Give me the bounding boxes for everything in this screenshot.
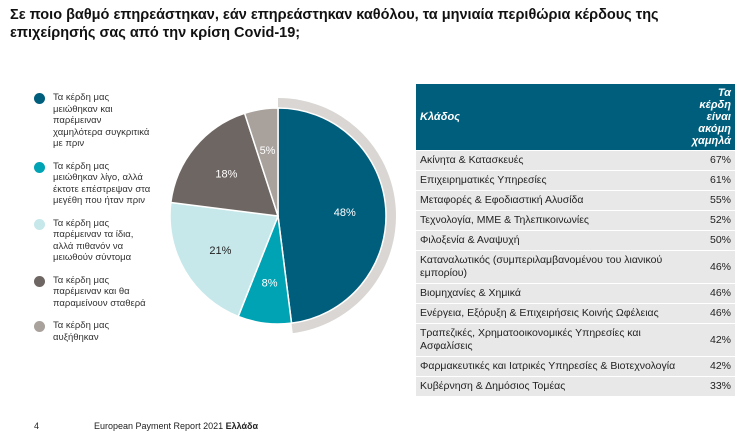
sector-name: Τραπεζικές, Χρηματοοικονομικές Υπηρεσίες… bbox=[416, 323, 687, 357]
legend-item: Τα κέρδη μας μειώθηκαν λίγο, αλλά έκτοτε… bbox=[34, 161, 154, 207]
legend-label: Τα κέρδη μας μειώθηκαν λίγο, αλλά έκτοτε… bbox=[53, 160, 151, 207]
sector-value: 50% bbox=[687, 230, 735, 251]
sector-name: Επιχειρηματικές Υπηρεσίες bbox=[416, 170, 687, 191]
pie-slice-label: 21% bbox=[209, 245, 231, 257]
table-row: Μεταφορές & Εφοδιαστική Αλυσίδα 55% bbox=[416, 190, 735, 211]
sector-name: Φαρμακευτικές και Ιατρικές Υπηρεσίες & Β… bbox=[416, 356, 687, 377]
legend-swatch bbox=[34, 161, 45, 173]
question-title: Σε ποιο βαθμό επηρεάστηκαν, εάν επηρεάστ… bbox=[10, 7, 659, 41]
legend-swatch bbox=[34, 275, 45, 287]
pie-slice bbox=[277, 107, 387, 324]
pie-slice-label: 48% bbox=[334, 207, 356, 219]
sector-value: 46% bbox=[687, 250, 735, 284]
sector-name: Φιλοξενία & Αναψυχή bbox=[416, 230, 687, 251]
legend-swatch bbox=[34, 218, 45, 230]
table-row: Κυβέρνηση & Δημόσιος Τομέας 33% bbox=[416, 376, 735, 396]
page-footer: 4 European Payment Report 2021 Ελλάδα bbox=[34, 421, 258, 431]
sector-name: Καταναλωτικός (συμπεριλαμβανομένου του λ… bbox=[416, 250, 687, 284]
sector-value: 46% bbox=[687, 283, 735, 304]
table-row: Καταναλωτικός (συμπεριλαμβανομένου του λ… bbox=[416, 250, 735, 284]
table-header-sector: Κλάδος bbox=[416, 84, 687, 151]
legend-swatch bbox=[34, 93, 45, 104]
pie-chart: 48% 8% 21% 18% 5% bbox=[160, 88, 400, 343]
sector-value: 67% bbox=[687, 150, 735, 171]
sector-name: Βιομηχανίες & Χημικά bbox=[416, 283, 687, 304]
table-row: Φιλοξενία & Αναψυχή 50% bbox=[416, 230, 735, 251]
table-row: Τεχνολογία, ΜΜΕ & Τηλεπικοινωνίες 52% bbox=[416, 210, 735, 231]
sector-value: 46% bbox=[687, 303, 735, 324]
report-country: Ελλάδα bbox=[225, 421, 259, 431]
legend-item: Τα κέρδη μας παρέμειναν και θα παραμείνο… bbox=[34, 275, 154, 310]
legend-label: Τα κέρδη μας αυξήθηκαν bbox=[53, 320, 110, 343]
table-row: Ενέργεια, Εξόρυξη & Επιχειρήσεις Κοινής … bbox=[416, 303, 735, 324]
legend-label: Τα κέρδη μας παρέμειναν και θα παραμείνο… bbox=[53, 274, 146, 309]
pie-slice bbox=[243, 107, 279, 217]
table-row: Ακίνητα & Κατασκευές 67% bbox=[416, 150, 735, 171]
pie-slice-label: 5% bbox=[260, 145, 276, 157]
sector-value: 42% bbox=[687, 356, 735, 377]
legend-swatch bbox=[34, 321, 45, 332]
pie-slice-label: 8% bbox=[262, 277, 278, 289]
pie-chart-svg: 48% 8% 21% 18% 5% bbox=[169, 98, 396, 334]
table-row: Τραπεζικές, Χρηματοοικονομικές Υπηρεσίες… bbox=[416, 323, 735, 357]
pie-slice bbox=[170, 112, 280, 217]
pie-slice-label: 18% bbox=[215, 168, 237, 180]
legend-label: Τα κέρδη μας παρέμειναν τα ίδια, αλλά πι… bbox=[53, 217, 134, 264]
chart-legend: Τα κέρδη μας μειώθηκαν και παρέμειναν χα… bbox=[34, 92, 154, 354]
legend-item: Τα κέρδη μας παρέμειναν τα ίδια, αλλά πι… bbox=[34, 218, 154, 264]
sector-name: Ενέργεια, Εξόρυξη & Επιχειρήσεις Κοινής … bbox=[416, 303, 687, 324]
sector-table: Κλάδος Τα κέρδη είναι ακόμη χαμηλά Ακίνη… bbox=[416, 84, 735, 396]
sector-name: Ακίνητα & Κατασκευές bbox=[416, 150, 687, 171]
sector-value: 52% bbox=[687, 210, 735, 231]
legend-item: Τα κέρδη μας αυξήθηκαν bbox=[34, 320, 154, 343]
sector-value: 55% bbox=[687, 190, 735, 211]
sector-value: 61% bbox=[687, 170, 735, 191]
sector-value: 33% bbox=[687, 376, 735, 396]
page-number: 4 bbox=[34, 421, 40, 431]
report-title: European Payment Report 2021 bbox=[94, 421, 224, 431]
table-row: Επιχειρηματικές Υπηρεσίες 61% bbox=[416, 170, 735, 191]
table-row: Βιομηχανίες & Χημικά 46% bbox=[416, 283, 735, 304]
legend-label: Τα κέρδη μας μειώθηκαν και παρέμειναν χα… bbox=[53, 92, 150, 149]
pie-slice bbox=[169, 201, 280, 318]
legend-item: Τα κέρδη μας μειώθηκαν και παρέμειναν χα… bbox=[34, 92, 154, 150]
table-row: Φαρμακευτικές και Ιατρικές Υπηρεσίες & Β… bbox=[416, 356, 735, 377]
table-header-value: Τα κέρδη είναι ακόμη χαμηλά bbox=[687, 84, 735, 151]
table-header-row: Κλάδος Τα κέρδη είναι ακόμη χαμηλά bbox=[416, 84, 735, 151]
sector-name: Μεταφορές & Εφοδιαστική Αλυσίδα bbox=[416, 190, 687, 211]
sector-value: 42% bbox=[687, 323, 735, 357]
sector-name: Τεχνολογία, ΜΜΕ & Τηλεπικοινωνίες bbox=[416, 210, 687, 231]
sector-name: Κυβέρνηση & Δημόσιος Τομέας bbox=[416, 376, 687, 396]
